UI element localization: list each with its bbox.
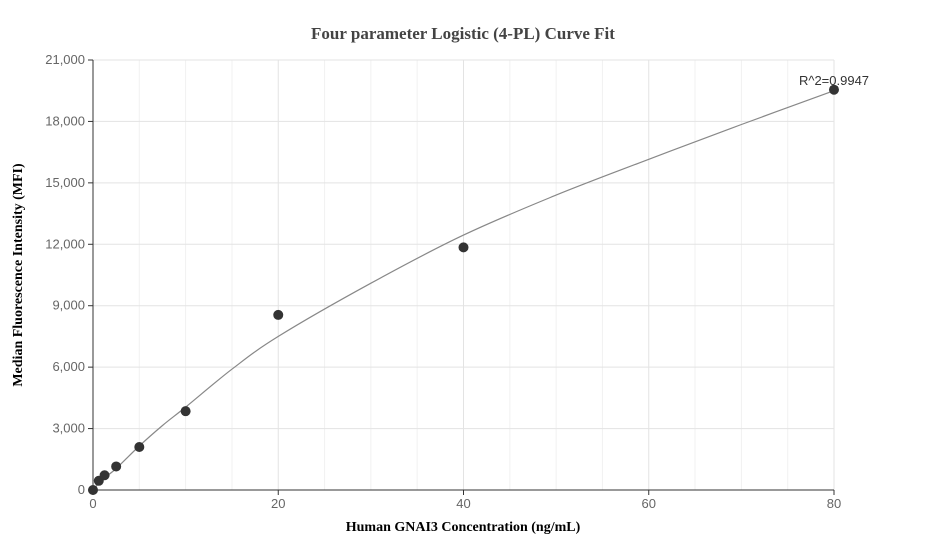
y-tick-label: 15,000 bbox=[45, 175, 85, 190]
ticks: 0 3,000 6,000 9,000 12,000 15,000 18,000 21,000… bbox=[45, 52, 841, 511]
y-tick-label: 12,000 bbox=[45, 236, 85, 251]
data-point bbox=[273, 309, 284, 320]
x-tick-label: 0 bbox=[89, 496, 96, 511]
data-point bbox=[458, 242, 469, 253]
r-squared-annotation: R^2=0.9947 bbox=[799, 73, 869, 88]
data-point bbox=[134, 442, 145, 452]
data-point bbox=[111, 461, 122, 472]
plot-area bbox=[88, 84, 839, 495]
data-point bbox=[88, 485, 98, 495]
y-tick-label: 21,000 bbox=[45, 52, 85, 67]
data-point bbox=[829, 84, 839, 95]
x-axis-title: Human GNAI3 Concentration (ng/mL) bbox=[346, 520, 581, 535]
x-tick-label: 20 bbox=[271, 496, 285, 511]
grid bbox=[92, 59, 835, 491]
y-axis-title: Median Fluorescence Intensity (MFI) bbox=[11, 163, 26, 387]
data-point bbox=[180, 406, 191, 417]
y-tick-label: 3,000 bbox=[52, 421, 85, 436]
y-tick-label: 9,000 bbox=[52, 298, 85, 313]
y-tick-label: 0 bbox=[78, 482, 85, 497]
y-tick-label: 18,000 bbox=[45, 113, 85, 128]
x-tick-label: 40 bbox=[456, 496, 470, 511]
x-tick-label: 60 bbox=[642, 496, 656, 511]
y-tick-label: 6,000 bbox=[52, 359, 85, 374]
data-point bbox=[99, 470, 110, 481]
chart-title: Four parameter Logistic (4-PL) Curve Fit bbox=[311, 24, 615, 43]
fit-curve-line bbox=[92, 90, 835, 491]
x-tick-label: 80 bbox=[827, 496, 841, 511]
